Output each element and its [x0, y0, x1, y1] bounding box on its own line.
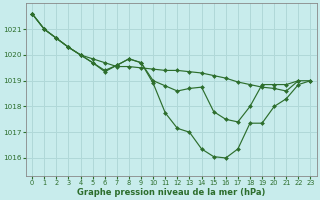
X-axis label: Graphe pression niveau de la mer (hPa): Graphe pression niveau de la mer (hPa) [77, 188, 266, 197]
